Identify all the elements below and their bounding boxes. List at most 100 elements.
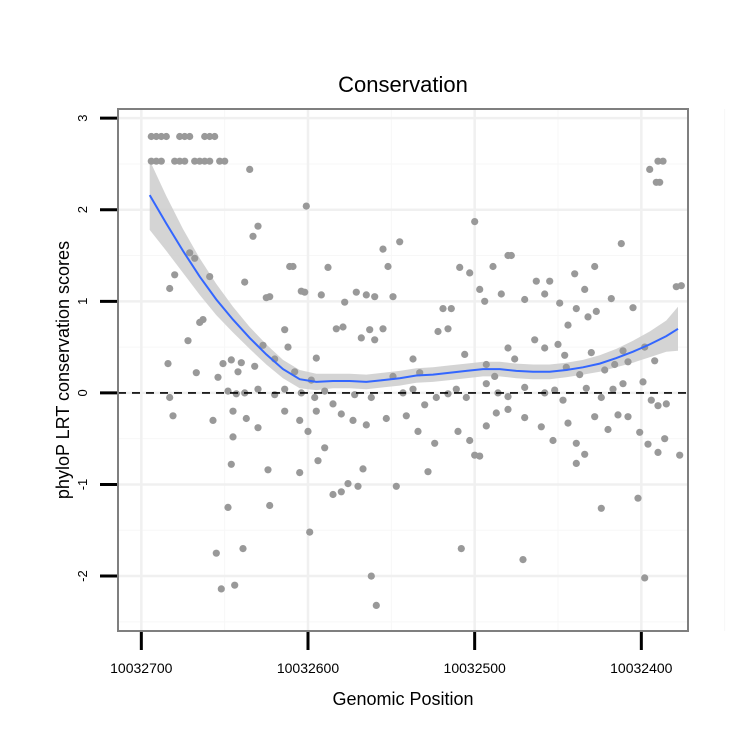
data-point	[564, 321, 572, 329]
data-point	[311, 393, 319, 402]
data-point	[656, 178, 664, 186]
data-point	[591, 262, 599, 271]
data-point	[152, 132, 160, 141]
data-point	[249, 232, 257, 240]
data-point	[229, 407, 237, 415]
data-point	[171, 157, 179, 165]
data-point	[644, 440, 652, 448]
data-point	[662, 400, 670, 408]
data-point	[169, 412, 177, 420]
data-point	[402, 412, 410, 420]
data-point	[537, 423, 545, 431]
y-tick-label: 3	[75, 115, 90, 122]
data-point	[209, 416, 217, 424]
data-point	[289, 262, 297, 271]
data-point	[206, 132, 214, 141]
data-point	[237, 359, 245, 367]
x-axis-label: Genomic Position	[332, 689, 473, 709]
chart-title: Conservation	[338, 72, 468, 97]
data-point	[444, 390, 452, 398]
data-point	[532, 277, 540, 285]
data-point	[224, 503, 232, 511]
y-tick-label: 1	[75, 298, 90, 305]
data-point	[481, 297, 489, 305]
y-tick-label: 0	[75, 389, 90, 396]
data-point	[341, 298, 349, 306]
data-point	[306, 528, 314, 536]
data-point	[234, 368, 242, 376]
data-point	[371, 336, 379, 344]
y-tick-label: -2	[75, 570, 90, 582]
data-point	[176, 157, 184, 165]
data-point	[337, 410, 345, 418]
data-point	[352, 288, 360, 296]
data-point	[614, 411, 622, 419]
data-point	[432, 393, 440, 402]
data-point	[312, 354, 320, 362]
data-point	[382, 414, 390, 423]
x-tick-label: 10032500	[444, 660, 507, 676]
data-point	[541, 344, 549, 352]
data-point	[184, 337, 192, 345]
data-point	[654, 157, 662, 165]
data-point	[659, 157, 667, 165]
data-point	[431, 439, 439, 447]
data-point	[504, 405, 512, 413]
data-point	[564, 419, 572, 427]
data-point	[466, 269, 474, 277]
data-point	[624, 358, 632, 366]
data-point	[366, 326, 374, 334]
data-point	[647, 396, 655, 404]
data-point	[384, 262, 392, 271]
data-point	[619, 380, 627, 388]
data-point	[549, 436, 557, 445]
plot-area	[100, 108, 726, 650]
data-point	[461, 350, 469, 358]
data-point	[321, 387, 329, 395]
data-point	[227, 356, 235, 364]
data-point	[201, 157, 209, 165]
data-point	[186, 132, 194, 141]
data-point	[312, 407, 320, 415]
data-point	[166, 393, 174, 402]
data-point	[227, 460, 235, 468]
data-point	[344, 480, 352, 488]
data-point	[254, 424, 262, 432]
data-point	[262, 294, 270, 302]
x-tick-label: 10032400	[610, 660, 673, 676]
data-point	[607, 295, 615, 303]
data-point	[224, 387, 232, 395]
data-point	[192, 369, 200, 377]
data-point	[196, 318, 204, 326]
data-point	[324, 263, 332, 271]
data-point	[489, 262, 497, 271]
data-point	[572, 439, 580, 447]
data-point	[254, 222, 262, 230]
data-point	[317, 291, 325, 299]
data-point	[439, 305, 447, 313]
data-point	[201, 132, 209, 141]
data-point	[147, 157, 155, 165]
data-point	[359, 465, 367, 473]
data-point	[646, 165, 654, 173]
data-point	[454, 427, 462, 435]
data-point	[314, 457, 322, 465]
data-point	[444, 325, 452, 333]
data-point	[519, 556, 527, 564]
data-point	[576, 371, 584, 379]
data-point	[482, 422, 490, 430]
data-point	[281, 407, 289, 415]
data-point	[332, 325, 340, 333]
data-point	[221, 157, 229, 165]
data-point	[246, 165, 254, 173]
data-point	[601, 366, 609, 374]
data-point	[321, 444, 329, 452]
data-point	[147, 132, 155, 141]
data-point	[162, 132, 170, 141]
data-point	[409, 385, 417, 393]
data-point	[196, 157, 204, 165]
data-point	[462, 393, 470, 402]
data-point	[281, 385, 289, 393]
data-point	[219, 360, 227, 368]
data-point	[216, 157, 224, 165]
